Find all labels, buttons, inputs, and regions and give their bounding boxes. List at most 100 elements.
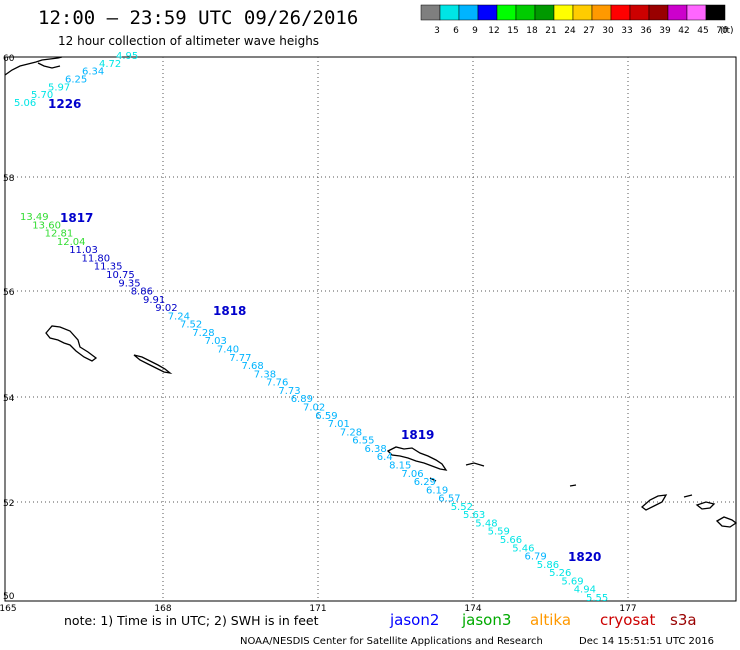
lat-label-50: 50 xyxy=(3,592,15,602)
wave-height-value: 6.29 xyxy=(414,477,436,488)
islet-2 xyxy=(429,477,437,482)
legend-label: 39 xyxy=(659,26,671,36)
island-atka xyxy=(695,501,716,510)
wave-height-value: 7.28 xyxy=(340,427,362,438)
wave-height-value: 7.76 xyxy=(266,378,288,389)
lat-label-54: 54 xyxy=(3,394,15,404)
wave-height-value: 5.66 xyxy=(500,535,522,546)
coastline-alaska xyxy=(4,56,63,76)
island-adak xyxy=(640,494,668,511)
pass-label-1819: 1819 xyxy=(401,428,434,442)
wave-height-value: 11.03 xyxy=(69,245,98,256)
legend-swatch xyxy=(591,4,612,21)
island-rat-islands xyxy=(386,446,448,471)
wave-height-value: 5.55 xyxy=(586,593,608,604)
legend-label: 45 xyxy=(697,26,708,36)
wave-height-value: 5.46 xyxy=(512,543,534,554)
wave-height-value: 12.81 xyxy=(45,229,74,240)
wave-height-value: 9.91 xyxy=(143,295,165,306)
wave-height-value: 5.52 xyxy=(451,502,473,513)
legend-swatch xyxy=(534,4,555,21)
wave-height-value: 7.40 xyxy=(217,345,239,356)
wave-height-value: 6.4 xyxy=(377,452,393,463)
pass-label-1818: 1818 xyxy=(213,304,246,318)
legend-swatch xyxy=(496,4,517,21)
wave-height-value: 12.04 xyxy=(57,237,86,248)
wave-height-value: 5.06 xyxy=(14,98,36,109)
legend-label: 33 xyxy=(621,26,632,36)
legend-label: 12 xyxy=(488,26,499,36)
credit-line: NOAA/NESDIS Center for Satellite Applica… xyxy=(240,636,543,647)
lat-label-58: 58 xyxy=(3,174,15,184)
legend-label: 70 xyxy=(716,26,728,36)
satellite-jason3: jason3 xyxy=(461,611,511,629)
pass-labels: 1226 1817 1818 1819 1820 xyxy=(48,97,601,564)
lon-labels: 165 168 171 174 177 xyxy=(0,604,637,614)
track-values: 4.954.726.346.255.975.705.0613.4913.6012… xyxy=(14,51,608,604)
footer-note: note: 1) Time is in UTC; 2) SWH is in fe… xyxy=(64,613,319,628)
wave-height-value: 5.70 xyxy=(31,90,53,101)
timestamp: Dec 14 15:51:51 UTC 2016 xyxy=(579,636,714,647)
wave-height-value: 5.48 xyxy=(475,519,497,530)
legend-swatch xyxy=(420,4,441,21)
island-agattu xyxy=(133,354,173,375)
wave-height-value: 9.35 xyxy=(118,278,140,289)
wave-height-value: 7.28 xyxy=(192,328,214,339)
legend-swatch xyxy=(648,4,669,21)
lat-label-60: 60 xyxy=(3,54,15,64)
color-legend: 3 6 9 12 15 18 21 24 27 30 33 36 39 42 45 70(ft) xyxy=(420,4,734,36)
lon-label-171: 171 xyxy=(309,604,326,614)
legend-swatch xyxy=(477,4,498,21)
wave-height-value: 5.97 xyxy=(48,82,70,93)
legend-swatch xyxy=(515,4,536,21)
wave-height-value: 4.72 xyxy=(99,59,121,70)
legend-label: 24 xyxy=(564,26,576,36)
legend-label: 15 xyxy=(507,26,518,36)
wave-height-value: 13.49 xyxy=(20,212,49,223)
legend-label: 6 xyxy=(453,26,459,36)
pass-label-1820: 1820 xyxy=(568,550,601,564)
wave-height-value: 6.55 xyxy=(352,436,374,447)
coastlines xyxy=(4,56,738,528)
wave-height-value: 9.02 xyxy=(155,303,177,314)
wave-height-value: 6.25 xyxy=(65,75,87,86)
graticule xyxy=(5,57,736,601)
wave-height-value: 6.34 xyxy=(82,67,104,78)
wave-height-value: 8.15 xyxy=(389,461,411,472)
wave-height-value: 7.52 xyxy=(180,320,202,331)
legend-label: 42 xyxy=(678,26,689,36)
legend-swatch xyxy=(705,4,726,21)
wave-height-value: 6.57 xyxy=(438,494,460,505)
island-east xyxy=(715,516,738,528)
wave-height-value: 5.63 xyxy=(463,510,485,521)
wave-height-value: 5.69 xyxy=(561,576,583,587)
legend-label: 27 xyxy=(583,26,594,36)
wave-height-value: 4.94 xyxy=(574,585,596,596)
legend-label: 18 xyxy=(526,26,538,36)
lat-label-56: 56 xyxy=(3,288,15,298)
wave-height-value: 7.06 xyxy=(401,469,423,480)
wave-height-value: 7.02 xyxy=(303,403,325,414)
wave-height-value: 7.68 xyxy=(242,361,264,372)
map-title: 12:00 – 23:59 UTC 09/26/2016 xyxy=(38,7,358,29)
wave-height-value: 5.86 xyxy=(537,560,559,571)
wave-height-value: 6.59 xyxy=(315,411,337,422)
pass-label-1817: 1817 xyxy=(60,211,93,225)
islet-4 xyxy=(683,494,693,498)
legend-unit: (ft) xyxy=(720,26,734,36)
islet-1 xyxy=(465,462,485,467)
pass-label-1226: 1226 xyxy=(48,97,81,111)
wave-height-value: 13.60 xyxy=(32,220,61,231)
wave-height-value: 11.35 xyxy=(94,262,123,273)
wave-height-value: 8.86 xyxy=(131,287,153,298)
satellite-cryosat: cryosat xyxy=(600,611,655,629)
satellite-jason2: jason2 xyxy=(389,611,439,629)
wave-height-value: 7.01 xyxy=(328,419,350,430)
wave-height-value: 6.79 xyxy=(525,552,547,563)
satellite-legend: jason2 jason3 altika cryosat s3a xyxy=(389,611,697,629)
legend-label: 3 xyxy=(434,26,440,36)
wave-height-value: 10.75 xyxy=(106,270,135,281)
legend-label: 36 xyxy=(640,26,652,36)
legend-label: 30 xyxy=(602,26,614,36)
